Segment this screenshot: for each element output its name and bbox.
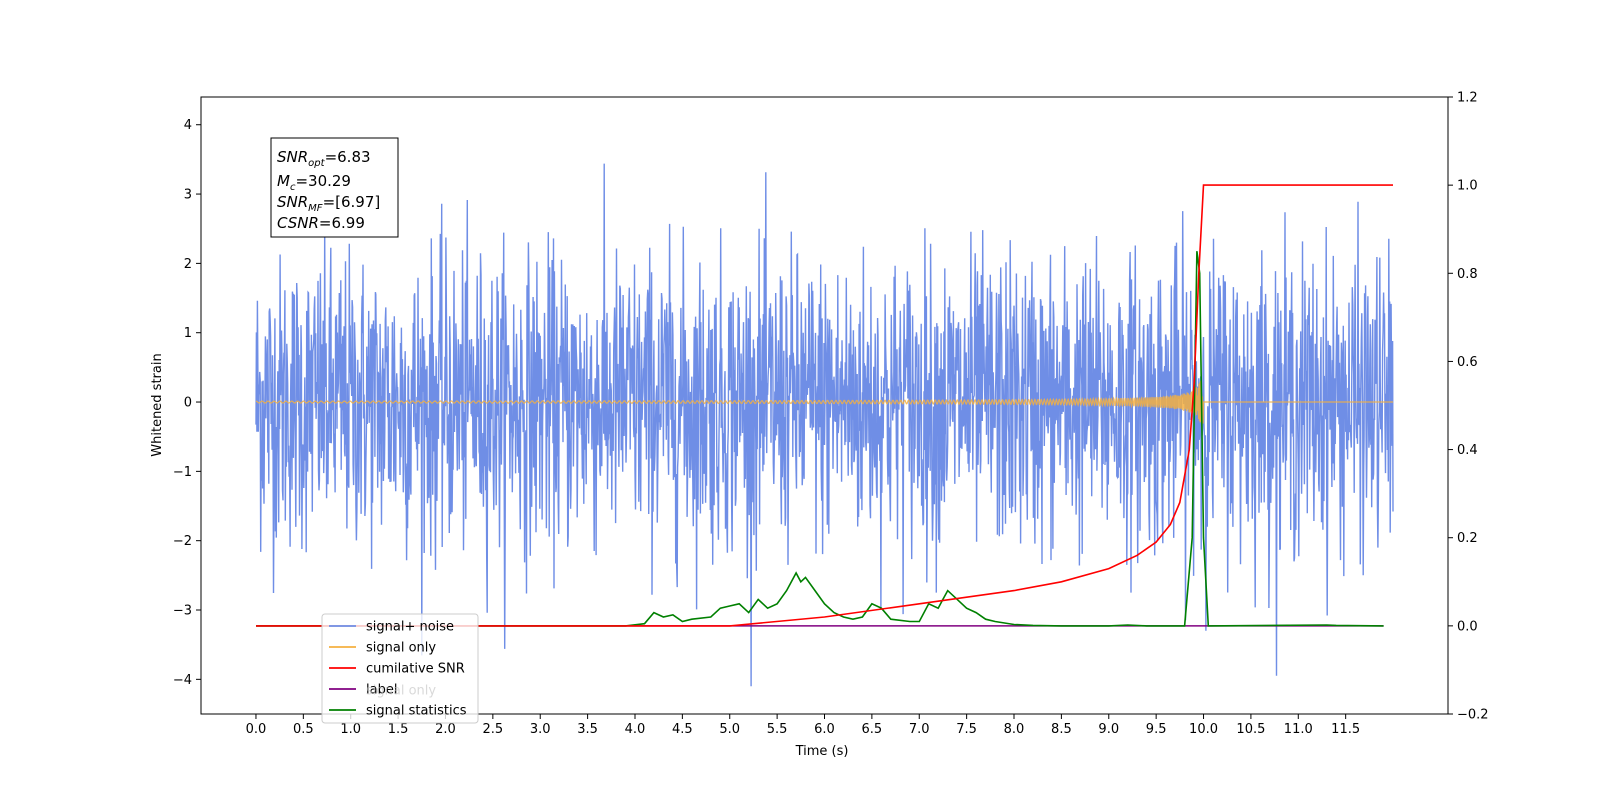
right-tick-label: 0.6 xyxy=(1457,355,1478,370)
x-tick-label: 10.5 xyxy=(1236,722,1265,737)
annotation-box: SNRopt=6.83 Mc=30.29 SNRMF=[6.97] CSNR=6… xyxy=(270,137,399,238)
x-tick-label: 1.5 xyxy=(388,722,409,737)
annotation-snr-mf: SNRMF=[6.97] xyxy=(277,193,380,214)
x-axis-ticks: 0.0 0.5 1.0 1.5 2.0 2.5 3.0 3.5 4.0 4.5 5.0 5.5 6.0 6… xyxy=(246,714,1360,737)
left-tick-label: 2 xyxy=(184,257,192,272)
x-tick-label: 11.5 xyxy=(1331,722,1360,737)
series-signal-noise xyxy=(255,163,1394,687)
left-axis-ticks: 4 3 2 1 0 −1 −2 −3 −4 xyxy=(173,118,201,688)
legend-label: signal only xyxy=(366,641,436,656)
x-tick-label: 4.5 xyxy=(672,722,693,737)
x-tick-label: 9.5 xyxy=(1146,722,1167,737)
legend-label: label xyxy=(366,683,397,698)
x-tick-label: 7.0 xyxy=(909,722,930,737)
series-cumulative-snr xyxy=(256,184,1393,627)
x-tick-label: 11.0 xyxy=(1284,722,1313,737)
annotation-csnr: CSNR=6.99 xyxy=(277,214,365,232)
left-tick-label: −3 xyxy=(173,604,192,619)
annotation-snr-opt: SNRopt=6.83 xyxy=(277,148,371,169)
x-tick-label: 2.5 xyxy=(483,722,504,737)
legend-label: signal+ noise xyxy=(366,620,454,635)
left-tick-label: −4 xyxy=(173,673,192,688)
x-tick-label: 2.0 xyxy=(435,722,456,737)
legend-overlap-text: signal only xyxy=(366,684,436,699)
left-tick-label: 4 xyxy=(184,118,192,133)
x-tick-label: 9.0 xyxy=(1098,722,1119,737)
series-signal-statistics xyxy=(256,251,1384,627)
x-tick-label: 8.0 xyxy=(1004,722,1025,737)
x-tick-label: 4.0 xyxy=(625,722,646,737)
y-axis-label: Whitened strain xyxy=(150,353,165,456)
x-tick-label: 7.5 xyxy=(956,722,977,737)
x-tick-label: 3.0 xyxy=(530,722,551,737)
right-tick-label: 0.0 xyxy=(1457,619,1478,634)
legend-label: signal statistics xyxy=(366,704,467,719)
x-tick-label: 0.0 xyxy=(246,722,267,737)
x-tick-label: 1.0 xyxy=(340,722,361,737)
x-tick-label: 5.5 xyxy=(767,722,788,737)
x-axis-label: Time (s) xyxy=(795,744,849,759)
x-tick-label: 6.0 xyxy=(814,722,835,737)
left-tick-label: −2 xyxy=(173,534,192,549)
right-tick-label: 0.2 xyxy=(1457,531,1478,546)
x-tick-label: 0.5 xyxy=(293,722,314,737)
x-tick-label: 8.5 xyxy=(1051,722,1072,737)
left-tick-label: 3 xyxy=(184,188,192,203)
x-tick-label: 5.0 xyxy=(719,722,740,737)
right-tick-label: 0.4 xyxy=(1457,443,1478,458)
left-tick-label: 1 xyxy=(184,326,192,341)
x-tick-label: 3.5 xyxy=(577,722,598,737)
series-signal-only xyxy=(255,380,1393,429)
series-layer xyxy=(255,163,1394,687)
x-tick-label: 6.5 xyxy=(862,722,883,737)
right-tick-label: 1.2 xyxy=(1457,91,1478,106)
right-tick-label: 0.8 xyxy=(1457,267,1478,282)
annotation-mc: Mc=30.29 xyxy=(277,172,351,193)
left-tick-label: 0 xyxy=(184,396,192,411)
right-tick-label: 1.0 xyxy=(1457,179,1478,194)
legend: signal+ noise signal only cumilative SNR la… xyxy=(321,613,479,724)
legend-label: cumilative SNR xyxy=(366,662,465,677)
right-axis-ticks: 1.2 1.0 0.8 0.6 0.4 0.2 0.0 −0.2 xyxy=(1448,91,1489,723)
left-tick-label: −1 xyxy=(173,465,192,480)
x-tick-label: 10.0 xyxy=(1189,722,1218,737)
right-tick-label: −0.2 xyxy=(1457,708,1489,723)
